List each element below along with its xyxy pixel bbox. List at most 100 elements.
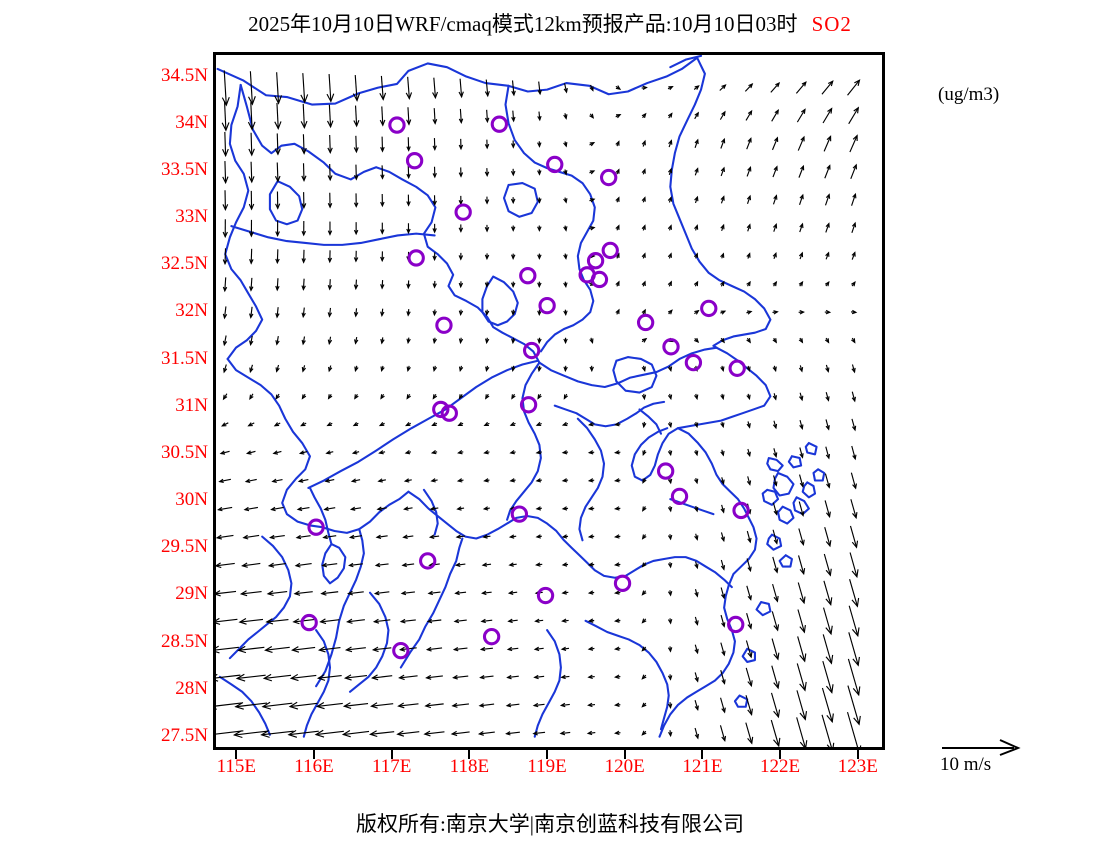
wind-vector-arrow bbox=[563, 309, 568, 317]
wind-vector-arrow bbox=[823, 135, 832, 152]
wind-vector-arrow bbox=[301, 336, 306, 346]
station-marker[interactable] bbox=[482, 627, 501, 646]
wind-vector-arrow bbox=[380, 365, 385, 373]
station-marker[interactable] bbox=[519, 396, 538, 414]
wind-vector-arrow bbox=[453, 618, 467, 624]
wind-vector-arrow bbox=[274, 162, 281, 183]
station-marker[interactable] bbox=[435, 316, 453, 334]
station-marker[interactable] bbox=[388, 116, 406, 134]
station-marker[interactable] bbox=[405, 152, 424, 170]
station-marker[interactable] bbox=[510, 505, 529, 523]
wind-vector-arrow bbox=[406, 223, 411, 235]
boundary-path bbox=[612, 356, 658, 394]
station-marker[interactable] bbox=[419, 552, 437, 570]
station-marker[interactable] bbox=[432, 400, 450, 419]
wind-vector-arrow bbox=[352, 421, 359, 427]
station-marker[interactable] bbox=[300, 613, 318, 632]
station-marker[interactable] bbox=[392, 641, 410, 660]
boundary-path bbox=[226, 357, 410, 534]
map-plot-area[interactable] bbox=[213, 52, 885, 750]
wind-vector-arrow bbox=[563, 365, 568, 373]
wind-vector-arrow bbox=[560, 646, 570, 651]
station-marker[interactable] bbox=[440, 404, 458, 422]
wind-vector-arrow bbox=[533, 674, 545, 680]
station-marker[interactable] bbox=[700, 299, 718, 318]
wind-vector-arrow bbox=[222, 131, 229, 158]
station-marker[interactable] bbox=[546, 155, 564, 174]
station-marker[interactable] bbox=[601, 241, 619, 260]
station-marker[interactable] bbox=[519, 267, 537, 285]
x-tick-mark bbox=[856, 750, 859, 759]
station-marker[interactable] bbox=[662, 338, 680, 356]
wind-vector-arrow bbox=[380, 308, 385, 318]
station-marker[interactable] bbox=[522, 341, 541, 360]
wind-vector-arrow bbox=[589, 198, 596, 203]
boundary-path bbox=[658, 427, 758, 738]
wind-vector-arrow bbox=[771, 638, 780, 661]
wind-vector-arrow bbox=[798, 309, 805, 315]
station-marker[interactable] bbox=[454, 203, 472, 221]
station-marker[interactable] bbox=[490, 115, 509, 133]
station-marker[interactable] bbox=[656, 462, 675, 480]
wind-vector-arrow bbox=[745, 667, 753, 688]
wind-vector-arrow bbox=[798, 337, 804, 344]
wind-vector-arrow bbox=[694, 111, 699, 120]
station-marker[interactable] bbox=[407, 249, 425, 267]
station-marker[interactable] bbox=[307, 518, 325, 536]
station-marker[interactable] bbox=[590, 270, 609, 289]
wind-vector-arrow bbox=[846, 711, 862, 747]
wind-vector-arrow bbox=[641, 674, 647, 680]
wind-vector-arrow bbox=[484, 109, 490, 124]
wind-vector-arrow bbox=[458, 252, 464, 261]
boundary-path bbox=[630, 346, 772, 482]
wind-vector-arrow bbox=[485, 393, 490, 400]
boundary-path bbox=[216, 56, 699, 106]
wind-vector-arrow bbox=[615, 85, 622, 91]
wind-vector-arrow bbox=[799, 193, 804, 205]
wind-vector-arrow bbox=[641, 393, 647, 401]
station-marker[interactable] bbox=[732, 501, 750, 520]
wind-vector-arrow bbox=[430, 478, 438, 483]
wind-vector-arrow bbox=[613, 478, 621, 483]
wind-vector-arrow bbox=[397, 702, 419, 709]
wind-vector-arrow bbox=[720, 504, 725, 514]
station-marker[interactable] bbox=[670, 487, 689, 506]
wind-vector-arrow bbox=[353, 135, 359, 154]
station-marker[interactable] bbox=[536, 586, 555, 605]
wind-vector-arrow bbox=[563, 169, 568, 176]
wind-vector-arrow bbox=[851, 364, 856, 374]
wind-vector-arrow bbox=[403, 506, 413, 511]
wind-vector-arrow bbox=[821, 80, 834, 95]
wind-vector-arrow bbox=[694, 589, 699, 598]
y-axis-labels: 34.5N 34N 33.5N 33N 32.5N 32N 31.5N 31N 30.5N 30N… bbox=[120, 52, 208, 750]
wind-vector-arrow bbox=[479, 646, 493, 652]
wind-vector-arrow bbox=[328, 365, 333, 373]
wind-vector-arrow bbox=[219, 450, 230, 455]
wind-vector-arrow bbox=[694, 421, 699, 429]
station-marker[interactable] bbox=[538, 296, 556, 315]
station-marker[interactable] bbox=[727, 615, 745, 634]
station-marker[interactable] bbox=[728, 359, 746, 377]
wind-vector-arrow bbox=[354, 365, 359, 373]
station-marker[interactable] bbox=[613, 574, 632, 592]
station-marker[interactable] bbox=[586, 252, 605, 270]
wind-vector-arrow bbox=[432, 223, 437, 234]
wind-vector-arrow bbox=[424, 702, 444, 709]
wind-vector-arrow bbox=[483, 450, 490, 455]
x-axis-labels: 115E 116E 117E 118E 119E 120E 121E 122E 123E bbox=[213, 756, 885, 786]
wind-vector-arrow bbox=[824, 500, 831, 519]
station-marker[interactable] bbox=[599, 168, 618, 187]
station-marker[interactable] bbox=[684, 353, 703, 372]
wind-vector-arrow bbox=[247, 422, 255, 427]
wind-vector-arrow bbox=[668, 139, 673, 148]
wind-vector-arrow bbox=[824, 527, 832, 548]
wind-vector-arrow bbox=[244, 478, 257, 484]
wind-vector-arrow bbox=[380, 280, 385, 290]
station-marker[interactable] bbox=[636, 313, 655, 332]
wind-vector-arrow bbox=[720, 587, 726, 600]
wind-vector-arrow bbox=[587, 702, 596, 708]
wind-vector-arrow bbox=[458, 393, 464, 400]
wind-vector-arrow bbox=[267, 562, 287, 568]
wind-vector-arrow bbox=[694, 224, 699, 231]
wind-vector-arrow bbox=[799, 447, 804, 459]
